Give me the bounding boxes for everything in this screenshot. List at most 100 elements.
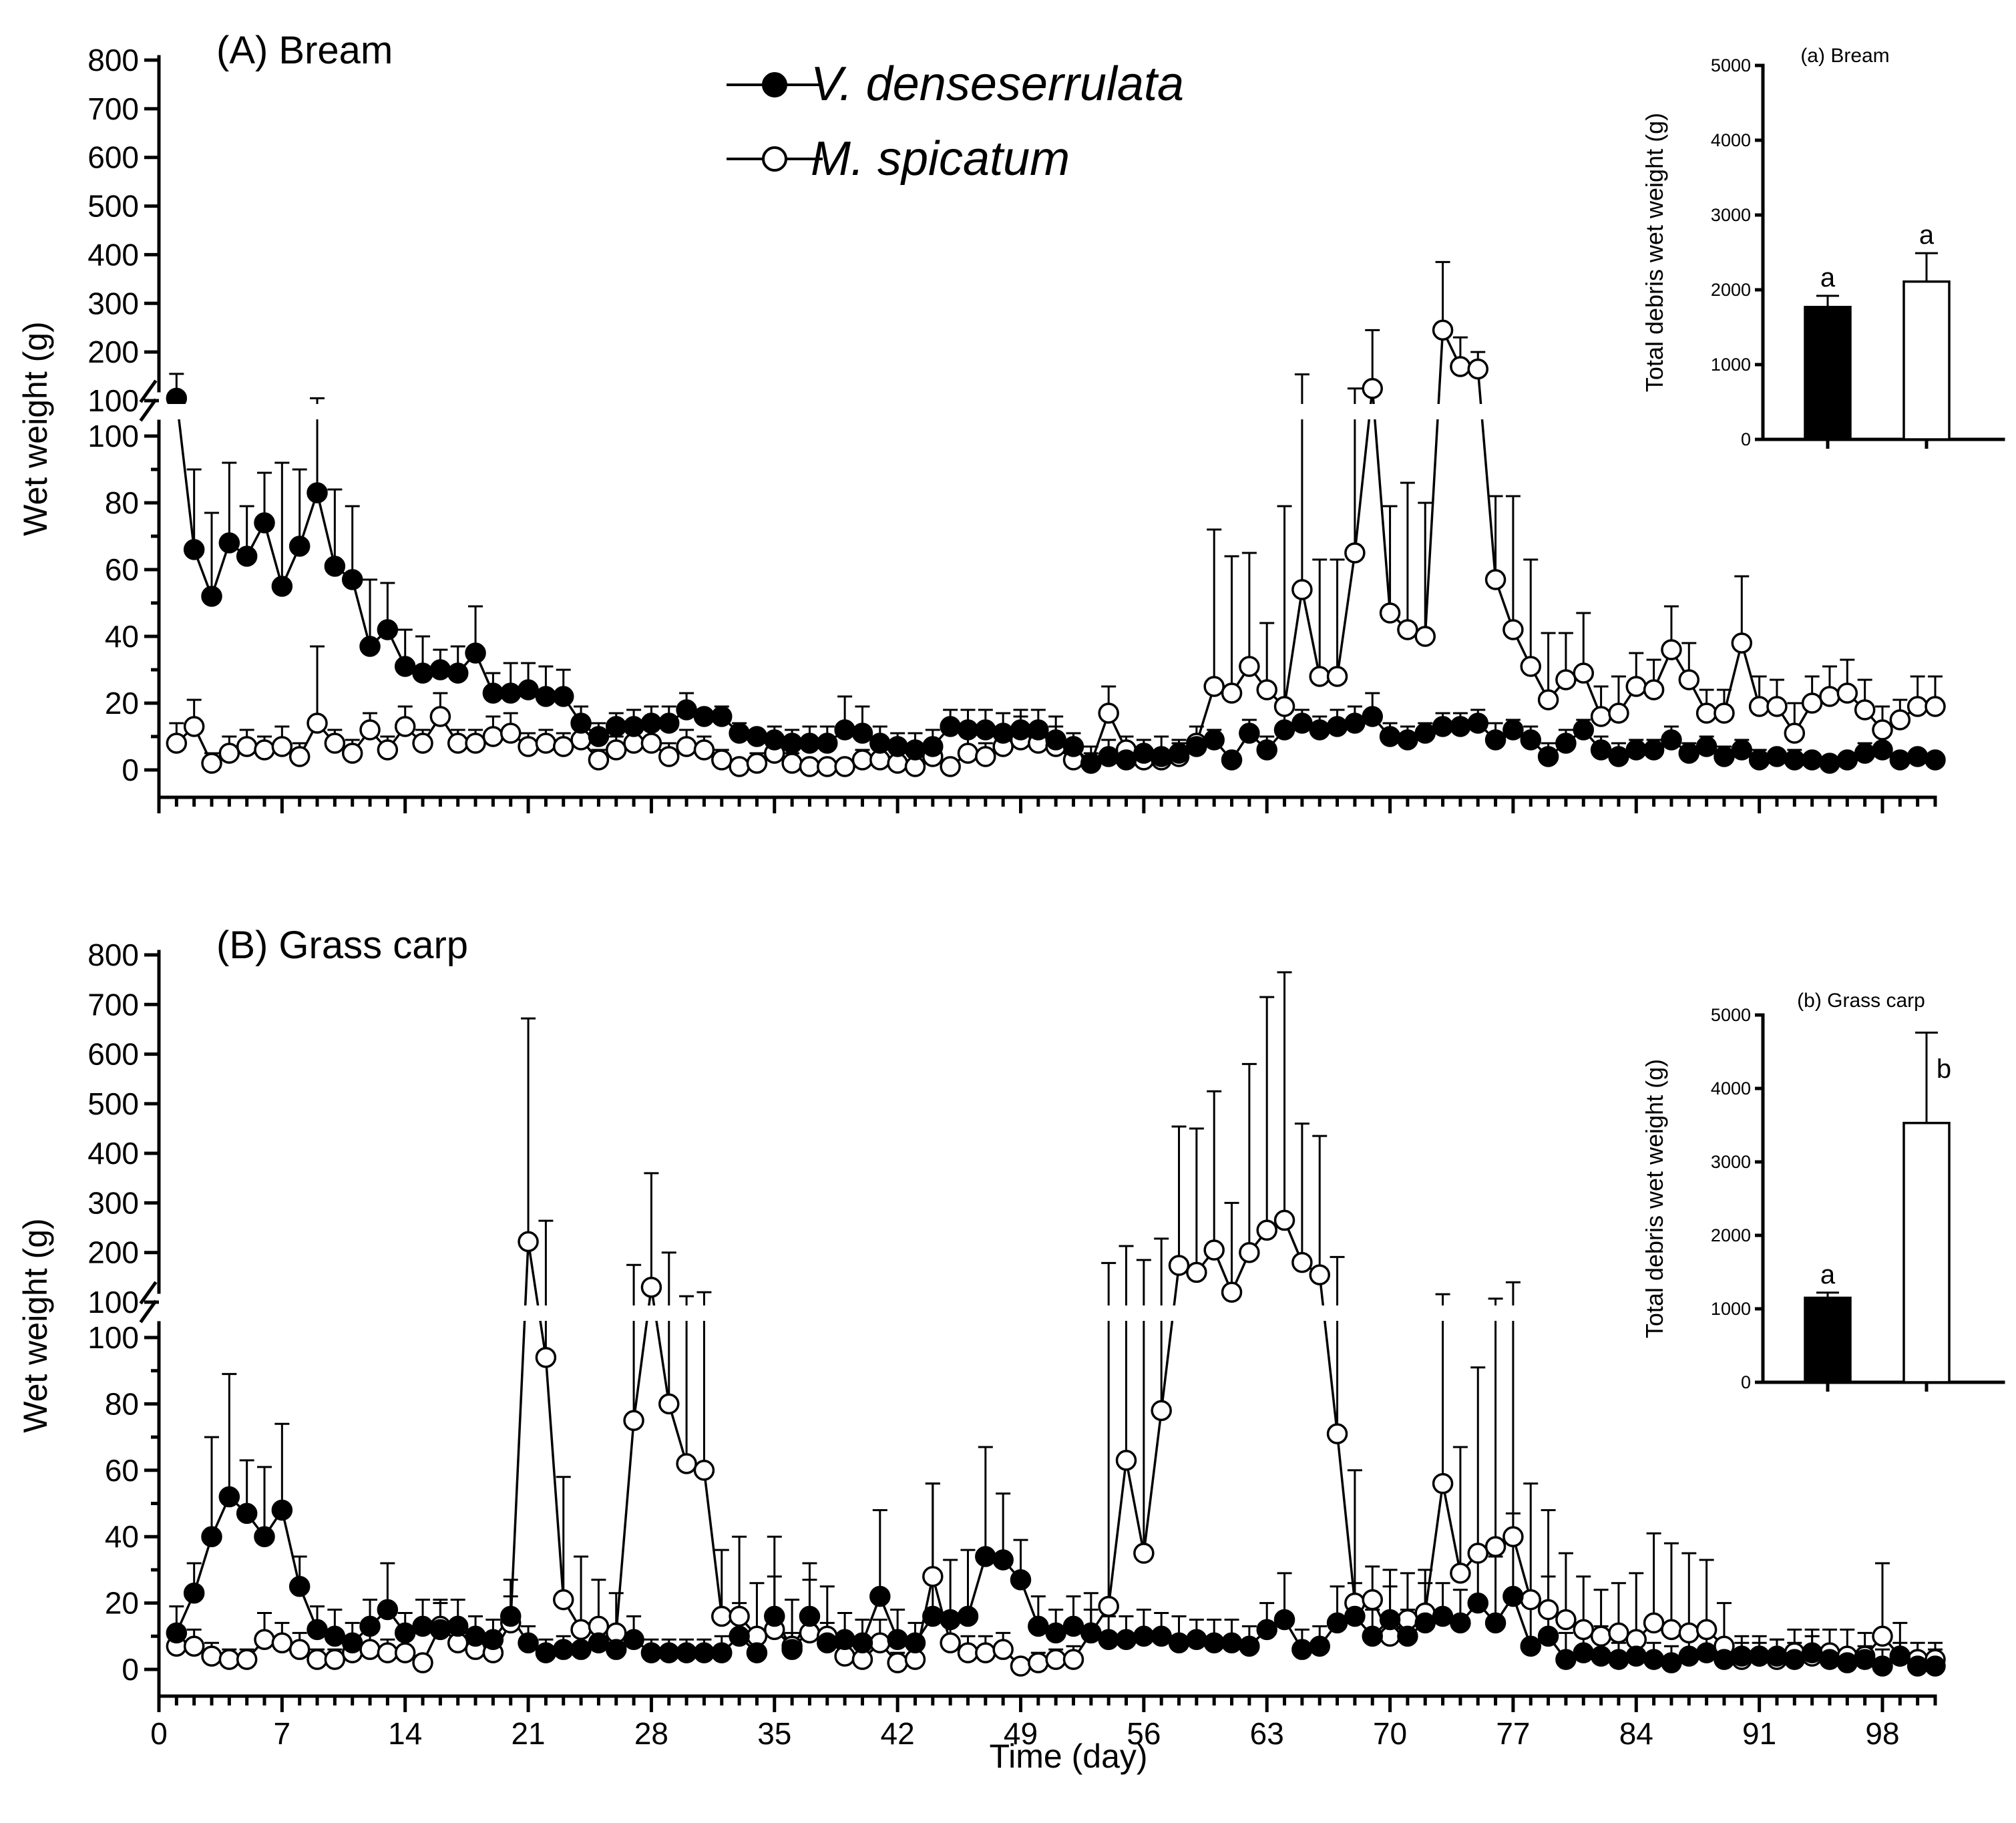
panel-a-point-m: [1748, 696, 1770, 717]
panel-b-title: (B) Grass carp: [216, 924, 468, 967]
panel-a-point-m: [693, 739, 715, 761]
panel-b-point-m: [1239, 1241, 1260, 1263]
panel-b-y-tick-label-lower: 60: [105, 1453, 139, 1488]
panel-a-point-m: [1291, 579, 1313, 600]
panel-a-y-tick-label-lower: 80: [105, 485, 139, 520]
panel-b-point-v: [1484, 1612, 1506, 1634]
panel-b-point-v: [1133, 1625, 1155, 1647]
panel-b-point-v: [1080, 1622, 1102, 1644]
x-tick-label: 77: [1496, 1716, 1530, 1751]
panel-a-point-v: [183, 539, 205, 560]
panel-a-point-v: [1555, 733, 1577, 754]
panel-b-point-v: [1450, 1612, 1471, 1634]
panel-a-y-tick-label-upper: 400: [87, 237, 139, 272]
panel-a-point-v: [518, 679, 539, 700]
inset-a-y-tick-label: 3000: [1711, 205, 1751, 225]
panel-a-point-v: [1573, 719, 1595, 741]
panel-a-point-v: [1906, 746, 1929, 767]
panel-a-point-v: [1713, 746, 1735, 767]
legend: V. denseserrulata M. spicatum: [727, 57, 1184, 186]
panel-a-point-v: [588, 726, 610, 747]
inset-a-y-tick-label: 4000: [1711, 130, 1751, 150]
panel-a-point-v: [1537, 746, 1559, 767]
panel-a-point-v: [307, 482, 328, 503]
panel-a-point-m: [658, 746, 680, 767]
x-tick-label: 7: [274, 1716, 291, 1751]
panel-b-point-v: [447, 1615, 469, 1637]
panel-b-point-v: [377, 1599, 399, 1621]
panel-a-point-v: [1695, 736, 1718, 757]
panel-a-point-v: [271, 576, 293, 597]
panel-a-point-m: [1502, 619, 1524, 640]
panel-a-point-m: [1203, 676, 1225, 697]
panel-b-point-m: [307, 1649, 328, 1670]
panel-b-point-m: [1203, 1239, 1225, 1261]
panel-a-error-bars: [169, 260, 1943, 767]
panel-b-point-v: [1186, 1629, 1207, 1651]
panel-b-point-m: [377, 1642, 399, 1663]
x-tick-label: 42: [881, 1716, 915, 1751]
panel-b-point-v: [1291, 1639, 1313, 1660]
panel-a-point-m: [447, 733, 469, 754]
panel-b-point-m: [1537, 1599, 1559, 1621]
panel-a-point-m: [1450, 356, 1471, 377]
panel-a-point-v: [236, 546, 258, 567]
panel-b-point-m: [518, 1231, 539, 1253]
panel-b-point-m: [201, 1645, 222, 1667]
panel-b-point-v: [817, 1632, 838, 1653]
panel-b-point-v: [640, 1642, 662, 1663]
panel-b-point-v: [201, 1526, 222, 1547]
panel-a-point-m: [729, 756, 750, 777]
panel-b-point-m: [1502, 1526, 1524, 1547]
panel-a-point-m: [1661, 639, 1682, 660]
panel-b-point-v: [1273, 1609, 1295, 1631]
panel-b-point-v: [887, 1629, 908, 1651]
inset-b-y-tick-label: 0: [1741, 1372, 1751, 1392]
panel-a-point-v: [834, 719, 855, 741]
panel-b-point-m: [1678, 1622, 1700, 1644]
panel-a-point-v: [975, 719, 996, 741]
panel-b-point-m: [1520, 1589, 1542, 1611]
panel-b-point-v: [1432, 1605, 1454, 1627]
panel-b-point-m: [693, 1460, 715, 1481]
panel-a-point-v: [535, 686, 557, 707]
panel-a-point-m: [817, 756, 838, 777]
panel-a-point-v: [1115, 749, 1137, 771]
panel-a-y-tick-label-upper: 300: [87, 286, 139, 321]
panel-b-point-m: [552, 1589, 574, 1611]
panel-b-point-v: [570, 1639, 592, 1660]
panel-b-y-tick-label-lower: 100: [87, 1320, 139, 1355]
panel-a-point-v: [1502, 719, 1524, 741]
panel-a-point-m: [1414, 626, 1436, 647]
panel-a-point-m: [271, 736, 293, 757]
panel-a-y-tick-label-upper: 100: [87, 383, 139, 418]
panel-b-point-v: [834, 1629, 855, 1651]
panel-b-point-v: [1362, 1625, 1383, 1647]
panel-b-y-tick-label-upper: 500: [87, 1086, 139, 1121]
panel-a-point-m: [518, 736, 539, 757]
panel-b-point-v: [1414, 1612, 1436, 1634]
panel-a-point-m: [1326, 666, 1348, 687]
panel-b-point-v: [482, 1629, 504, 1651]
panel-b-point-m: [940, 1632, 961, 1653]
panel-a-point-v: [499, 682, 522, 704]
panel-b-point-v: [1256, 1619, 1277, 1641]
panel-a-point-m: [1608, 702, 1629, 724]
panel-a-point-m: [1889, 709, 1911, 731]
panel-b-point-v: [236, 1502, 258, 1525]
panel-a-point-m: [676, 736, 697, 757]
panel-b-point-m: [535, 1347, 557, 1368]
panel-a-point-v: [447, 662, 469, 684]
panel-a-point-v: [1590, 739, 1612, 761]
panel-a-y-tick-label-lower: 100: [87, 419, 139, 453]
panel-a-point-m: [1801, 692, 1823, 714]
panel-a-point-m: [341, 743, 363, 764]
panel-b-point-v: [1678, 1645, 1700, 1667]
panel-b-y-tick-label-lower: 80: [105, 1386, 139, 1421]
inset-b-y-tick-label: 2000: [1711, 1225, 1751, 1245]
panel-b-point-v: [1748, 1645, 1770, 1667]
panel-a-point-v: [1836, 749, 1858, 771]
panel-b-y-tick-label-upper: 400: [87, 1136, 139, 1171]
panel-a-point-v: [288, 536, 311, 557]
panel-b-point-m: [1115, 1450, 1137, 1471]
